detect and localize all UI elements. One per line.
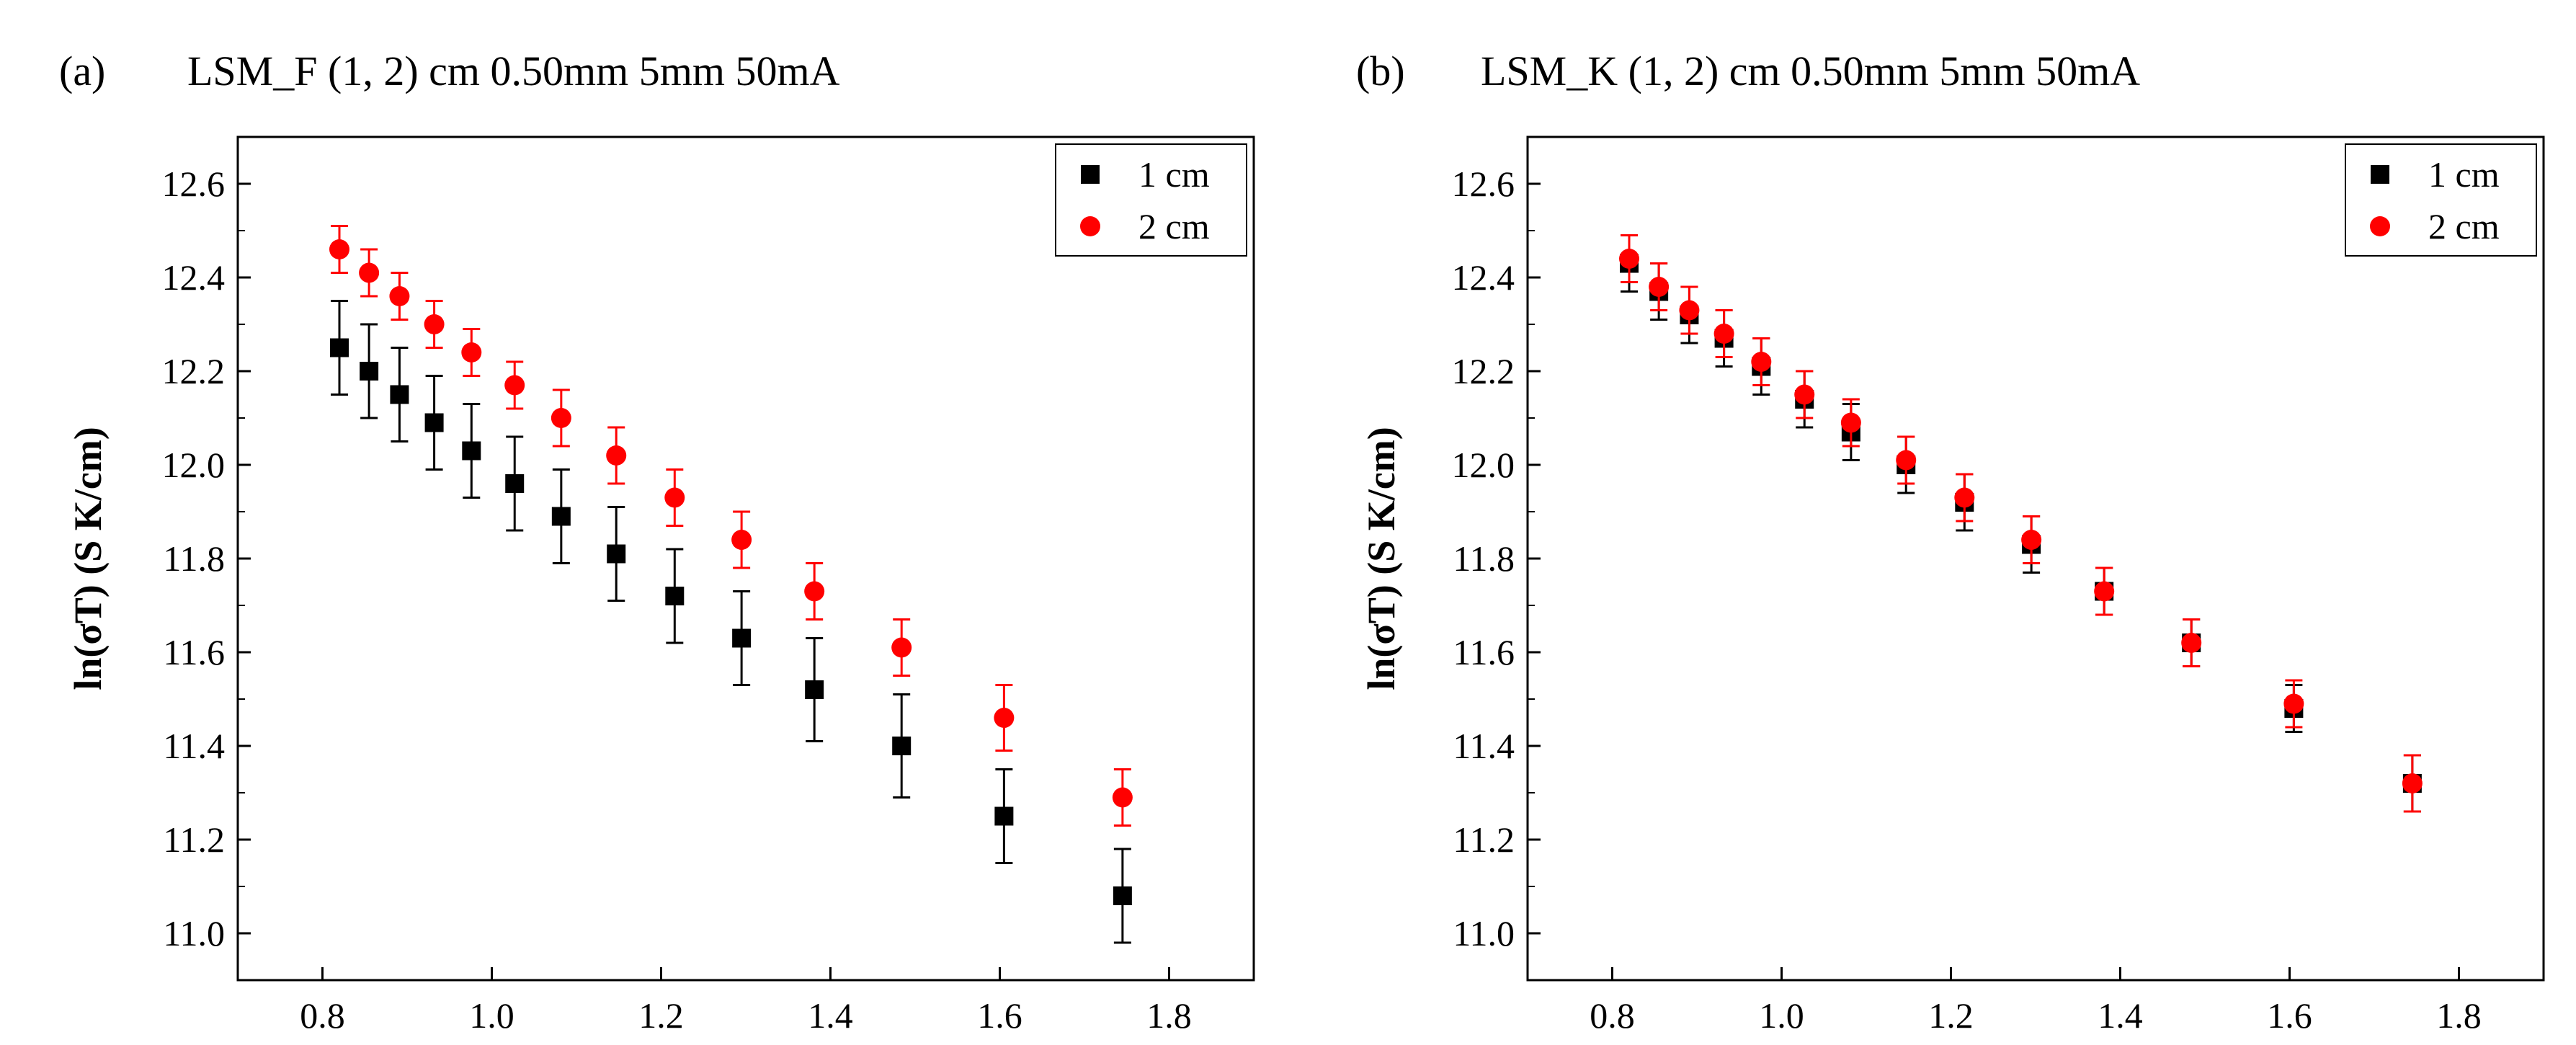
y-tick-label: 11.4 <box>1453 726 1515 766</box>
y-tick-label: 12.0 <box>162 445 226 485</box>
y-tick-label: 11.6 <box>1453 632 1515 672</box>
data-point <box>804 581 825 602</box>
data-point <box>424 413 444 432</box>
series-1-cm <box>330 300 1132 944</box>
data-point <box>461 342 482 363</box>
data-point <box>665 587 685 605</box>
legend-box <box>2345 143 2537 257</box>
y-tick-label: 12.0 <box>1452 445 1515 485</box>
data-point <box>731 530 752 550</box>
data-point <box>390 385 409 404</box>
legend-label: 1 cm <box>2428 154 2500 195</box>
data-point <box>892 737 912 755</box>
data-point <box>2402 773 2423 793</box>
x-tick-label: 1.8 <box>2436 995 2482 1036</box>
y-tick-label: 12.2 <box>162 351 226 391</box>
legend-label: 2 cm <box>2428 206 2500 246</box>
data-point <box>359 262 380 283</box>
x-tick-label: 1.4 <box>2098 995 2143 1036</box>
data-point <box>329 239 349 259</box>
data-point <box>994 806 1014 826</box>
data-point <box>2283 693 2304 714</box>
data-point <box>1896 450 1917 471</box>
x-tick-label: 1.0 <box>469 995 514 1036</box>
panel-a: (a) LSM_F (1, 2) cm 0.50mm 5mm 50mA 0.8 1.0… <box>59 48 1255 1036</box>
x-tick-label: 1.6 <box>977 995 1022 1036</box>
data-point <box>1954 487 1975 508</box>
data-point <box>1794 384 1815 405</box>
x-tick-label: 1.2 <box>1928 995 1974 1036</box>
plot-frame <box>1526 135 2545 982</box>
series-1-cm <box>1620 234 2422 813</box>
data-point <box>1113 886 1132 905</box>
panel-label: (a) <box>59 48 105 94</box>
y-tick-label: 12.6 <box>162 164 226 204</box>
data-point <box>664 487 685 508</box>
legend-marker-square <box>2371 165 2389 184</box>
x-tick-label: 1.0 <box>1759 995 1804 1036</box>
data-point <box>891 637 912 658</box>
data-point <box>607 544 626 564</box>
legend-marker-circle <box>2370 216 2390 236</box>
data-point <box>462 441 481 461</box>
y-tick-label: 11.4 <box>163 726 225 766</box>
data-point <box>424 314 445 334</box>
data-point <box>360 362 379 381</box>
y-tick-label: 11.2 <box>163 819 225 860</box>
chart-title: LSM_F (1, 2) cm 0.50mm 5mm 50mA <box>187 48 840 94</box>
data-point <box>1649 277 1670 297</box>
series-2-cm <box>329 225 1133 827</box>
legend: 1 cm 2 cm <box>1055 143 1247 257</box>
y-tick-label: 11.8 <box>163 538 225 579</box>
data-point <box>505 474 525 493</box>
x-tick-label: 1.8 <box>1146 995 1192 1036</box>
data-point <box>389 286 410 306</box>
data-point <box>1112 787 1133 808</box>
plot-frame <box>236 135 1255 982</box>
legend-box <box>1055 143 1247 257</box>
y-tick-label: 11.0 <box>163 913 225 953</box>
legend-marker-circle <box>1080 216 1100 236</box>
series-2-cm <box>1619 234 2423 813</box>
data-point <box>2181 633 2202 653</box>
data-point <box>1751 352 1772 372</box>
legend-marker-square <box>1081 165 1100 184</box>
y-axis-title: ln(σT) (S K/cm) <box>66 427 110 690</box>
y-tick-label: 11.8 <box>1453 538 1515 579</box>
y-tick-label: 12.4 <box>1452 257 1515 298</box>
data-point <box>551 507 571 526</box>
data-point <box>1840 412 1861 433</box>
data-point <box>2094 581 2115 602</box>
data-point <box>2021 530 2042 550</box>
legend-label: 1 cm <box>1138 154 1210 195</box>
data-point <box>1713 324 1734 344</box>
y-tick-label: 11.6 <box>163 632 225 672</box>
data-point <box>330 338 349 357</box>
y-axis-title: ln(σT) (S K/cm) <box>1360 427 1403 690</box>
y-tick-label: 12.6 <box>1452 164 1515 204</box>
data-point <box>732 628 752 648</box>
data-point <box>551 408 571 428</box>
panel-b: (b) LSM_K (1, 2) cm 0.50mm 5mm 50mA 0.8 1.0… <box>1356 48 2545 1036</box>
x-tick-label: 0.8 <box>300 995 345 1036</box>
legend-label: 2 cm <box>1138 206 1210 246</box>
data-point <box>504 375 525 396</box>
panel-label: (b) <box>1356 48 1405 94</box>
data-point <box>805 680 824 699</box>
chart-title: LSM_K (1, 2) cm 0.50mm 5mm 50mA <box>1481 48 2140 94</box>
data-point <box>606 445 627 466</box>
x-tick-label: 1.4 <box>808 995 853 1036</box>
y-tick-label: 12.2 <box>1452 351 1515 391</box>
data-point <box>1679 300 1700 321</box>
x-tick-label: 1.6 <box>2267 995 2312 1036</box>
y-tick-label: 12.4 <box>162 257 226 298</box>
y-tick-label: 11.0 <box>1453 913 1515 953</box>
legend: 1 cm 2 cm <box>2345 143 2537 257</box>
x-tick-label: 0.8 <box>1590 995 1635 1036</box>
data-point <box>1619 249 1639 269</box>
x-tick-label: 1.2 <box>638 995 684 1036</box>
y-tick-label: 11.2 <box>1453 819 1515 860</box>
data-point <box>994 708 1015 728</box>
